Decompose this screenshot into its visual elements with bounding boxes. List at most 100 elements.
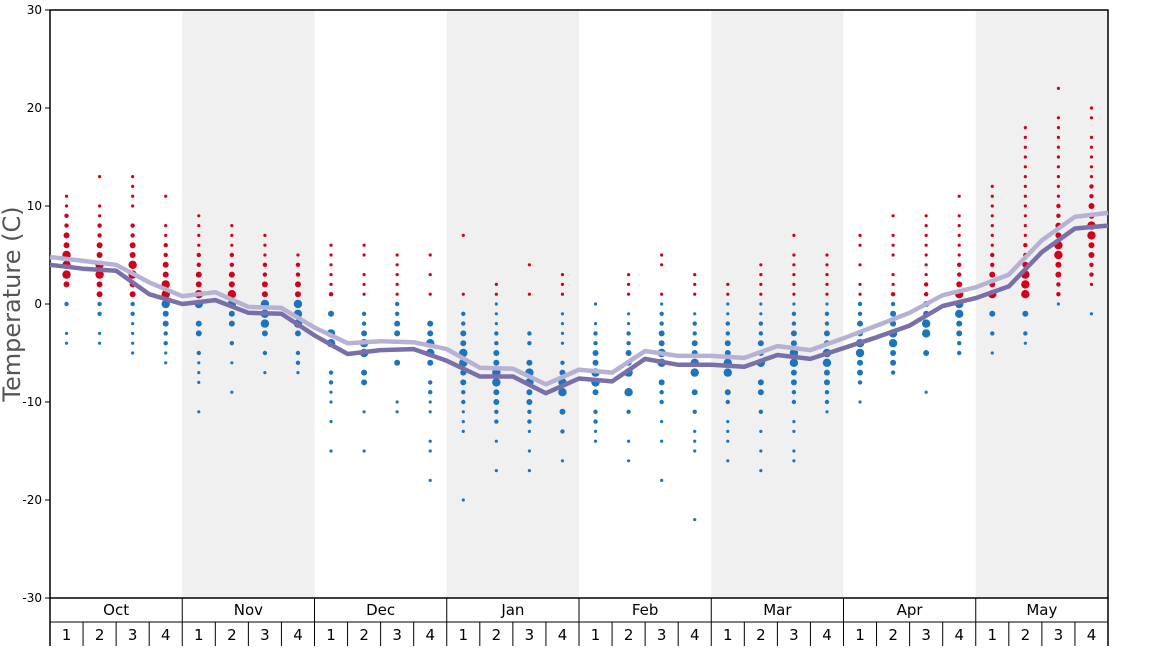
cold-point xyxy=(658,340,665,347)
cold-point xyxy=(560,459,565,463)
warm-point xyxy=(1056,292,1061,297)
y-tick-label: -10 xyxy=(22,395,42,409)
y-tick-label: 10 xyxy=(27,199,42,213)
warm-point xyxy=(957,243,961,247)
warm-point xyxy=(792,292,796,296)
cold-point xyxy=(758,409,764,414)
cold-point xyxy=(626,439,631,443)
week-label: 4 xyxy=(293,626,303,644)
cold-point xyxy=(295,360,301,365)
cold-point xyxy=(1056,302,1061,306)
warm-point xyxy=(164,194,168,198)
cold-point xyxy=(592,359,599,366)
warm-point xyxy=(891,253,895,257)
warm-point xyxy=(1023,145,1027,149)
week-label: 2 xyxy=(756,626,766,644)
cold-point xyxy=(593,322,598,326)
warm-point xyxy=(294,281,301,288)
warm-point xyxy=(395,282,399,286)
cold-point xyxy=(461,498,465,502)
warm-point xyxy=(1089,116,1094,120)
cold-point xyxy=(527,419,532,424)
warm-point xyxy=(197,243,201,247)
cold-point xyxy=(428,478,432,482)
warm-point xyxy=(957,194,961,198)
warm-point xyxy=(329,282,333,286)
warm-point xyxy=(1088,252,1095,258)
cold-point xyxy=(956,320,963,327)
warm-point xyxy=(1021,290,1030,299)
cold-point xyxy=(64,331,69,335)
cold-point xyxy=(822,358,832,367)
cold-point xyxy=(592,350,599,356)
cold-point xyxy=(693,439,697,443)
cold-point xyxy=(823,379,830,386)
cold-point xyxy=(791,390,797,395)
warm-point xyxy=(1056,213,1061,218)
warm-point xyxy=(163,243,168,248)
cold-point xyxy=(759,302,763,306)
warm-point xyxy=(1055,261,1062,268)
warm-point xyxy=(164,233,168,237)
cold-point xyxy=(130,301,135,307)
warm-point xyxy=(693,273,697,277)
cold-point xyxy=(726,302,730,306)
week-label: 1 xyxy=(459,626,469,644)
warm-point xyxy=(825,273,829,277)
week-label: 1 xyxy=(326,626,336,644)
warm-point xyxy=(990,233,994,237)
cold-point xyxy=(230,390,234,394)
warm-point xyxy=(261,291,268,298)
warm-point xyxy=(1089,272,1094,277)
cold-point xyxy=(823,330,830,337)
week-label: 2 xyxy=(227,626,237,644)
cold-point xyxy=(527,449,532,453)
cold-point xyxy=(527,409,532,414)
cold-point xyxy=(693,429,697,433)
cold-point xyxy=(759,312,763,316)
warm-point xyxy=(129,252,136,258)
cold-point xyxy=(428,400,432,404)
warm-point xyxy=(825,263,829,267)
warm-point xyxy=(162,271,169,278)
y-axis-label: Temperature (C) xyxy=(0,206,26,402)
cold-point xyxy=(492,378,501,387)
cold-point xyxy=(593,331,598,336)
cold-point xyxy=(329,449,333,453)
cold-point xyxy=(626,312,631,316)
warm-point xyxy=(262,272,268,277)
warm-point xyxy=(990,224,994,228)
warm-point xyxy=(196,252,201,258)
warm-point xyxy=(1089,194,1094,199)
cold-point xyxy=(162,310,169,317)
cold-point xyxy=(825,410,829,414)
warm-point xyxy=(128,260,137,269)
warm-point xyxy=(164,224,168,228)
cold-point xyxy=(626,341,631,346)
warm-point xyxy=(229,262,235,267)
warm-point xyxy=(693,282,697,286)
warm-point xyxy=(197,224,201,228)
warm-point xyxy=(527,263,532,267)
week-label: 1 xyxy=(194,626,204,644)
upper-temperature-line xyxy=(49,210,1109,387)
cold-point xyxy=(329,390,333,394)
cold-point xyxy=(560,341,565,345)
warm-point xyxy=(759,273,763,277)
cold-point xyxy=(659,311,664,316)
warm-point xyxy=(64,223,69,228)
cold-point xyxy=(693,518,697,522)
warm-point xyxy=(891,273,895,277)
cold-point xyxy=(461,420,465,424)
warm-point xyxy=(294,291,301,298)
warm-point xyxy=(924,253,928,257)
cold-point xyxy=(824,390,830,395)
month-label-mar: Mar xyxy=(763,601,792,619)
cold-point xyxy=(560,312,565,316)
warm-point xyxy=(362,282,366,286)
warm-point xyxy=(96,281,103,288)
cold-point xyxy=(427,330,434,337)
warm-point xyxy=(1056,116,1061,120)
warm-point xyxy=(296,253,300,257)
week-label: 4 xyxy=(425,626,435,644)
